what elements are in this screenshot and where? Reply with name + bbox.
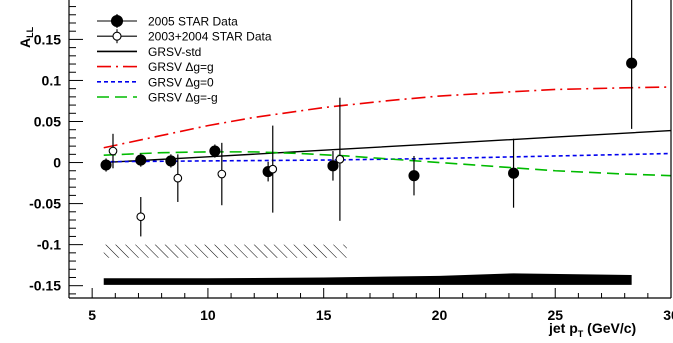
systematic-band-2003-2004 (103, 244, 347, 258)
legend-label: 2005 STAR Data (148, 15, 238, 29)
point-2005 (626, 57, 638, 69)
point-2003-2004 (173, 173, 183, 183)
curve-grsv-std (103, 129, 672, 164)
curve-grsv-g-g (103, 151, 672, 177)
axis-titles: ALL jet pT (GeV/c) (17, 26, 636, 339)
point-2005 (508, 167, 520, 179)
point-2005 (100, 159, 112, 171)
y-axis-title: ALL (17, 26, 35, 48)
theory-curves (103, 86, 672, 177)
point-2003-2004 (108, 146, 118, 156)
point-2005 (209, 145, 221, 157)
x-tick-label: 20 (432, 307, 448, 323)
x-tick-label: 10 (200, 307, 216, 323)
point-2005 (135, 154, 147, 166)
point-2005 (408, 170, 420, 182)
y-tick-label: -0.05 (29, 196, 61, 212)
data-points (100, 0, 638, 237)
x-axis-title: jet pT (GeV/c) (548, 320, 636, 339)
axes: 5 10 15 20 25 30 -0.15 -0.1 -0.05 0 0.05 0.1 0.15 (29, 0, 673, 323)
point-2003-2004 (136, 212, 146, 222)
point-2003-2004 (268, 164, 278, 174)
y-tick-label: 0 (53, 155, 61, 171)
curve-grsv-g-0 (103, 152, 672, 163)
point-2005 (327, 160, 339, 172)
x-tick-label: 5 (88, 307, 96, 323)
point-2003-2004 (217, 169, 227, 179)
x-tick-label: 30 (663, 307, 673, 323)
y-tick-label: -0.15 (29, 278, 61, 294)
legend-label: GRSV Δg=-g (148, 91, 218, 105)
x-tick-label: 25 (547, 307, 563, 323)
systematic-band-2005 (103, 273, 632, 285)
curve-grsv-g-g (103, 86, 672, 149)
point-2005 (165, 155, 177, 167)
y-tick-label: 0.1 (42, 72, 62, 88)
systematic-bands (103, 244, 632, 285)
x-tick-label: 15 (316, 307, 332, 323)
legend-label: GRSV Δg=g (148, 60, 214, 74)
y-tick-label: -0.1 (37, 237, 61, 253)
legend-label: GRSV Δg=0 (148, 75, 214, 89)
y-tick-label: 0.15 (34, 31, 61, 47)
point-2003-2004 (335, 154, 345, 164)
legend-symbol-marker (110, 14, 124, 28)
legend-symbol-marker (112, 31, 122, 41)
legend-label: GRSV-std (148, 45, 201, 59)
y-tick-label: 0.05 (34, 113, 61, 129)
legend-label: 2003+2004 STAR Data (148, 30, 272, 44)
